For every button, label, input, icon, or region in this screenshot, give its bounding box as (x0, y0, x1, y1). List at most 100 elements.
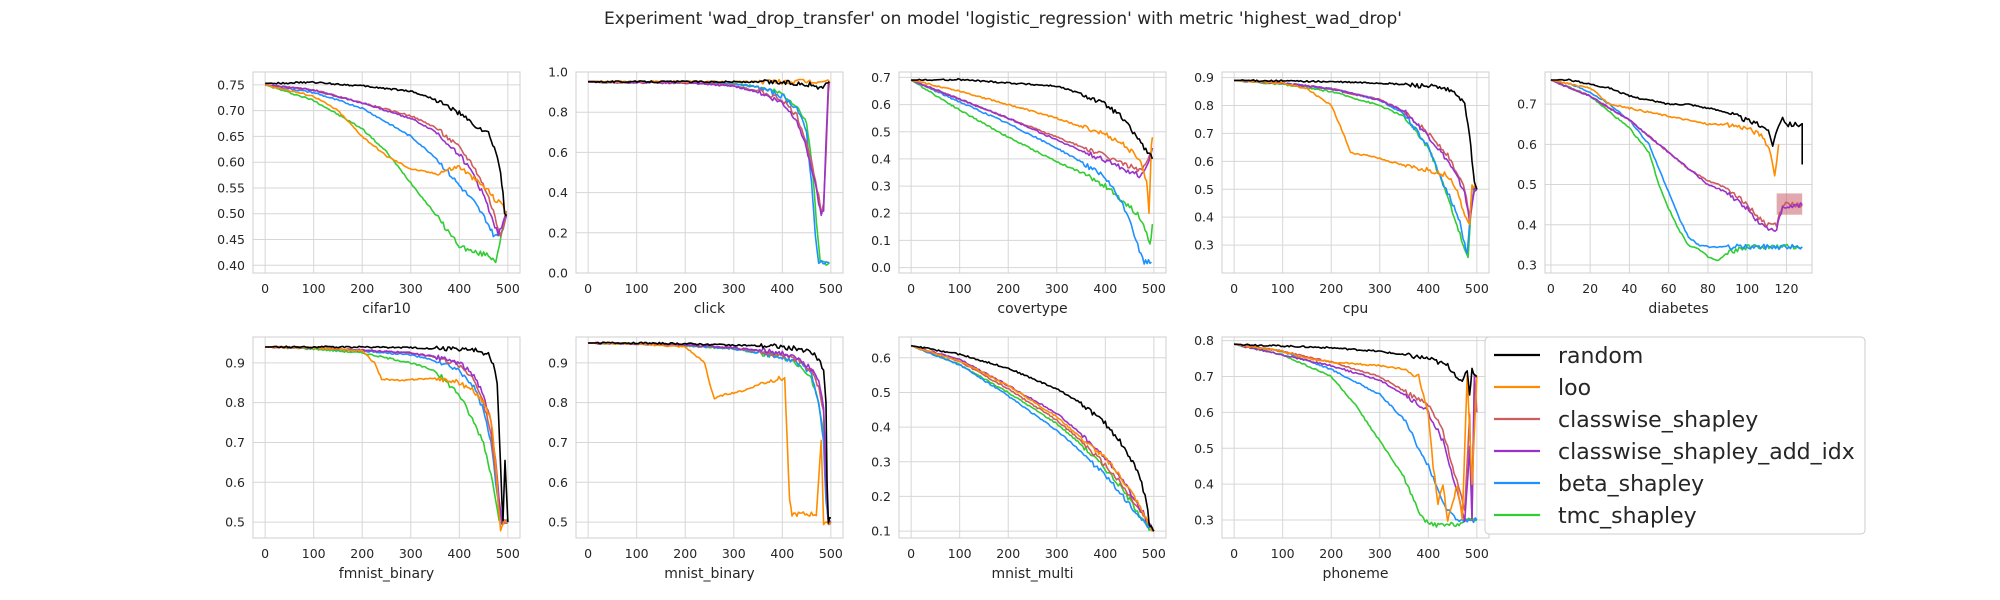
series-line-beta_shapley (1234, 343, 1478, 524)
x-tick-label: 400 (447, 546, 471, 561)
x-tick-label: 500 (1142, 546, 1166, 561)
series-line-tmc_shapley (1550, 79, 1803, 262)
x-tick-label: 20 (1582, 281, 1598, 296)
series-line-random (588, 341, 832, 524)
y-tick-label: 0.2 (548, 225, 568, 240)
legend-label-classwise_shapley_add_idx: classwise_shapley_add_idx (1558, 440, 1855, 465)
series-line-classwise_shapley_add_idx (910, 79, 1154, 179)
y-tick-label: 0.6 (548, 475, 568, 490)
series-line-random (910, 344, 1155, 532)
x-tick-label: 40 (1621, 281, 1637, 296)
series-lines (910, 344, 1155, 532)
y-tick-label: 0.5 (1517, 177, 1537, 192)
legend-label-classwise_shapley: classwise_shapley (1558, 408, 1758, 433)
y-tick-label: 0.7 (1194, 126, 1214, 141)
x-tick-label: 100 (625, 546, 649, 561)
y-tick-label: 0.9 (548, 355, 568, 370)
y-tick-label: 0.2 (871, 489, 891, 504)
series-line-classwise_shapley_add_idx (1234, 79, 1478, 224)
subplot-diabetes: 0 20 40 60 80 100 120 0.3 0.4 0.5 0.6 0.7 diabetes (1517, 71, 1813, 317)
x-tick-label: 100 (1271, 546, 1295, 561)
axes-frame (1221, 71, 1490, 274)
y-tick-label: 0.4 (548, 185, 568, 200)
series-line-tmc_shapley (910, 79, 1154, 245)
subplot-grid: 0 100 200 300 400 5000.400.450.500.550.600.65… (217, 65, 1813, 582)
y-tick-label: 0.5 (225, 515, 245, 530)
x-tick-label: 0 (261, 546, 269, 561)
x-axis-label: phoneme (1322, 566, 1388, 582)
x-tick-label: 400 (770, 546, 794, 561)
y-tick-label: 0.4 (1194, 477, 1214, 492)
series-line-tmc_shapley (588, 80, 830, 266)
series-line-beta_shapley (1234, 79, 1478, 254)
series-line-loo (1550, 79, 1780, 177)
series-line-tmc_shapley (264, 84, 508, 264)
x-tick-label: 500 (1142, 281, 1166, 296)
series-lines (588, 341, 832, 526)
y-tick-label: 1.0 (548, 65, 568, 80)
axes-frame (575, 336, 844, 539)
axes-frame (1544, 71, 1813, 274)
y-tick-label: 0.3 (871, 179, 891, 194)
x-tick-label: 100 (948, 546, 972, 561)
x-tick-label: 200 (673, 281, 697, 296)
series-line-beta_shapley (910, 344, 1155, 532)
y-tick-label: 0.7 (548, 435, 568, 450)
series-line-classwise_shapley (1234, 79, 1478, 217)
y-tick-label: 0.65 (217, 129, 245, 144)
y-tick-label: 0.3 (1194, 238, 1214, 253)
subplot-cpu: 0 100 200 300 400 500 0.3 0.4 0.5 0.6 0.7 0.8 0.9 cpu (1194, 70, 1490, 317)
series-line-loo (1234, 343, 1478, 522)
x-tick-label: 0 (907, 281, 915, 296)
x-tick-label: 120 (1775, 281, 1799, 296)
x-tick-label: 0 (261, 281, 269, 296)
y-tick-label: 0.7 (225, 435, 245, 450)
x-tick-label: 100 (302, 281, 326, 296)
series-lines (588, 78, 831, 266)
x-axis-label: mnist_binary (664, 566, 754, 582)
series-line-classwise_shapley_add_idx (1233, 343, 1478, 523)
series-line-classwise_shapley_add_idx (265, 345, 509, 526)
y-tick-label: 0.6 (871, 97, 891, 112)
x-tick-label: 200 (350, 281, 374, 296)
legend: random loo classwise_shapley classwise_shap… (1484, 336, 1866, 535)
y-tick-label: 0.75 (217, 77, 245, 92)
x-axis-label: fmnist_binary (339, 566, 434, 582)
series-line-random (1550, 78, 1803, 165)
x-axis-label: mnist_multi (992, 566, 1074, 582)
series-line-loo (910, 344, 1154, 532)
x-tick-label: 500 (1465, 281, 1489, 296)
y-tick-label: 0.3 (1194, 513, 1214, 528)
series-line-loo (1234, 79, 1478, 226)
series-line-random (1234, 79, 1478, 190)
x-tick-label: 500 (819, 546, 843, 561)
series-line-classwise_shapley_add_idx (588, 80, 830, 217)
series-line-beta_shapley (265, 84, 508, 238)
y-tick-label: 0.8 (1194, 333, 1214, 348)
series-line-classwise_shapley (910, 79, 1154, 173)
x-tick-label: 400 (447, 281, 471, 296)
y-tick-label: 0.9 (1194, 70, 1214, 85)
y-tick-label: 0.1 (871, 233, 891, 248)
series-lines (1550, 78, 1803, 262)
y-tick-label: 0.40 (217, 258, 245, 273)
y-tick-label: 0.4 (1194, 210, 1214, 225)
x-tick-label: 400 (1093, 281, 1117, 296)
x-tick-label: 60 (1661, 281, 1677, 296)
y-tick-label: 0.2 (871, 206, 891, 221)
axes-frame (252, 336, 521, 539)
axes-frame (252, 71, 521, 274)
x-axis-label: click (694, 301, 726, 317)
legend-label-loo: loo (1558, 376, 1591, 401)
series-line-loo (264, 84, 508, 215)
series-lines (264, 80, 508, 264)
y-tick-label: 0.5 (871, 124, 891, 139)
y-tick-label: 0.3 (871, 454, 891, 469)
x-tick-label: 80 (1700, 281, 1716, 296)
series-line-tmc_shapley (588, 342, 832, 524)
subplot-mnist_binary: 0 100 200 300 400 500 0.5 0.6 0.7 0.8 0.9 mnist_bin… (548, 336, 844, 582)
x-tick-label: 0 (1230, 281, 1238, 296)
y-tick-label: 0.0 (548, 266, 568, 281)
series-lines (1234, 79, 1478, 259)
